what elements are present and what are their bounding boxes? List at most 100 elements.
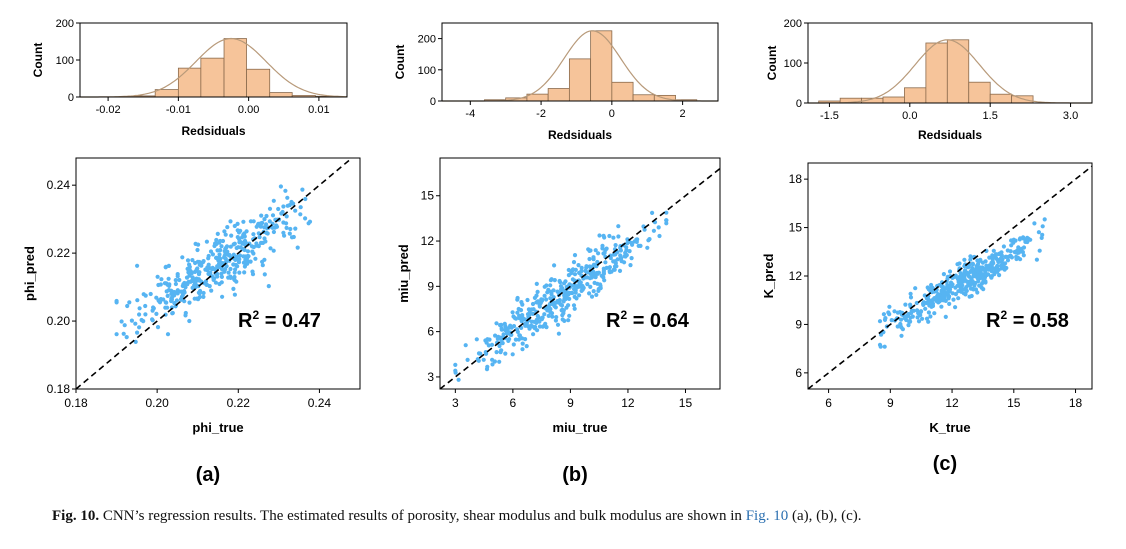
scatter-point <box>287 231 292 236</box>
scatter-point <box>148 291 153 297</box>
scatter-point <box>236 230 242 235</box>
scatter-point <box>524 344 529 349</box>
scatter-point <box>572 306 577 311</box>
scatter-point <box>554 300 559 305</box>
scatter-point <box>515 310 520 315</box>
scatter-point <box>484 340 489 345</box>
histogram-y-tick-label: 100 <box>784 58 802 70</box>
scatter-point <box>197 294 202 300</box>
scatter-x-tick-label: 12 <box>945 396 959 410</box>
scatter-point <box>1036 230 1041 235</box>
scatter-point <box>593 274 598 279</box>
scatter-point <box>589 294 595 299</box>
scatter-point <box>234 279 239 284</box>
scatter-point <box>143 303 148 309</box>
scatter-point <box>303 196 308 202</box>
scatter-point <box>602 250 607 255</box>
scatter-point <box>135 298 140 303</box>
scatter-point <box>291 234 296 240</box>
scatter-point <box>137 325 142 330</box>
scatter-point <box>497 359 502 364</box>
scatter-point <box>593 248 598 253</box>
scatter-y-tick-label: 0.24 <box>47 178 71 192</box>
scatter-point <box>523 337 528 342</box>
histogram-bar <box>611 81 634 102</box>
scatter-point <box>607 233 612 239</box>
scatter-points <box>877 217 1047 349</box>
scatter-x-tick-label: 3 <box>452 396 459 410</box>
scatter-point <box>566 273 572 278</box>
scatter-point <box>303 216 308 221</box>
scatter-point <box>1001 244 1007 249</box>
scatter-point <box>999 253 1004 258</box>
scatter-point <box>223 246 228 251</box>
scatter-point <box>532 319 537 324</box>
scatter-point <box>1026 236 1031 241</box>
scatter-point <box>135 330 140 335</box>
scatter-point <box>550 314 555 319</box>
scatter-point <box>924 316 930 321</box>
scatter-point <box>974 268 980 273</box>
scatter-point <box>240 235 245 240</box>
scatter-point <box>284 225 289 230</box>
scatter-point <box>571 260 577 265</box>
scatter-point <box>217 240 222 245</box>
scatter-point <box>908 295 914 300</box>
histogram-x-tick-label: -1.5 <box>820 110 839 122</box>
scatter-point <box>1003 254 1008 259</box>
scatter-x-tick-label: 18 <box>1069 396 1083 410</box>
scatter-point <box>573 290 578 295</box>
scatter-point <box>613 243 618 248</box>
scatter-point <box>889 318 894 323</box>
scatter-point <box>664 218 669 223</box>
scatter-point <box>534 281 539 286</box>
scatter-point <box>510 310 515 315</box>
scatter-point <box>242 264 247 269</box>
scatter-point <box>996 259 1001 265</box>
scatter-point <box>494 321 499 326</box>
scatter-frame <box>439 157 721 390</box>
histogram-bar <box>904 87 927 104</box>
scatter-point <box>201 290 206 296</box>
histogram-bar <box>968 81 991 104</box>
scatter-y-tick-label: 9 <box>427 279 434 293</box>
scatter-point <box>476 351 482 356</box>
scatter-point <box>942 293 948 298</box>
scatter-point <box>179 296 184 302</box>
r-squared-annotation: R2 = 0.47 <box>238 308 321 332</box>
scatter-point <box>228 274 233 279</box>
histogram-y-tick-label: 200 <box>784 18 802 30</box>
scatter-y-tick-label: 0.20 <box>47 314 71 328</box>
scatter-point <box>226 270 231 275</box>
scatter-point <box>187 300 192 305</box>
scatter-point <box>232 274 237 280</box>
scatter-point <box>570 268 575 273</box>
prediction-scatter: 3 6 9 12 15 3 6 9 12 15 miu_true miu_pred R2 = 0.64 <box>396 157 721 435</box>
scatter-point <box>629 256 634 261</box>
scatter-point <box>625 241 630 246</box>
scatter-point <box>175 274 180 279</box>
scatter-point <box>1021 245 1027 250</box>
scatter-point <box>657 233 662 239</box>
scatter-point <box>201 259 206 264</box>
scatter-point <box>940 296 946 301</box>
scatter-point <box>187 262 192 267</box>
scatter-point <box>581 285 586 290</box>
scatter-point <box>259 213 264 218</box>
scatter-point <box>267 219 272 224</box>
scatter-point <box>624 248 629 253</box>
scatter-y-tick-label: 12 <box>421 234 435 248</box>
scatter-point <box>892 309 897 314</box>
scatter-point <box>576 263 581 268</box>
histogram-bar <box>269 92 293 98</box>
scatter-point <box>497 335 502 340</box>
scatter-point <box>222 229 227 234</box>
scatter-point <box>164 289 169 294</box>
caption-text-end: (a), (b), (c). <box>791 508 862 524</box>
caption-figure-link[interactable]: Fig. 10 <box>745 508 789 524</box>
histogram-x-tick-label: -2 <box>536 108 546 120</box>
scatter-point <box>964 288 969 293</box>
scatter-point <box>923 306 928 311</box>
histogram-x-tick-label: 2 <box>680 108 686 120</box>
scatter-point <box>1009 243 1014 248</box>
